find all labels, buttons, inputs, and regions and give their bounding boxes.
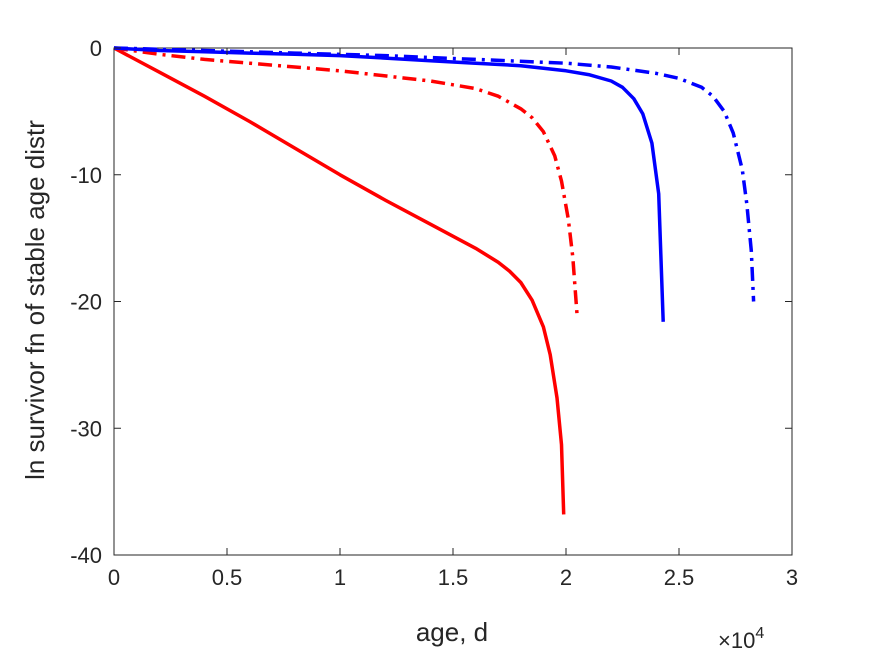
x-tick-label: 2.5 [664,565,695,590]
x-multiplier-base: ×10 [718,628,755,653]
x-tick-label: 0 [108,565,120,590]
series-line-4 [113,46,756,302]
x-multiplier-exponent: 4 [755,625,764,642]
plot-area [113,47,793,556]
axes-box [113,47,793,556]
series-line-1 [113,46,566,515]
x-tick-label: 1.5 [438,565,469,590]
x-axis-label: age, d [416,617,488,647]
series-line-3 [113,46,665,322]
x-tick-label: 2 [560,565,572,590]
x-tick-label: 3 [786,565,798,590]
y-tick-label: -30 [70,416,102,441]
series-line-2 [113,46,580,319]
y-axis-label: ln survivor fn of stable age distr [20,120,50,480]
x-tick-label: 1 [334,565,346,590]
y-tick-label: 0 [90,36,102,61]
y-tick-label: -40 [70,543,102,568]
y-tick-label: -20 [70,290,102,315]
series-layer [113,46,756,515]
x-axis-multiplier: ×104 [718,625,764,653]
x-tick-label: 0.5 [212,565,243,590]
ticks-layer: 0 0.5 1 1.5 2 2.5 3 0 -10 -20 -30 -40 [70,36,798,590]
y-tick-label: -10 [70,163,102,188]
